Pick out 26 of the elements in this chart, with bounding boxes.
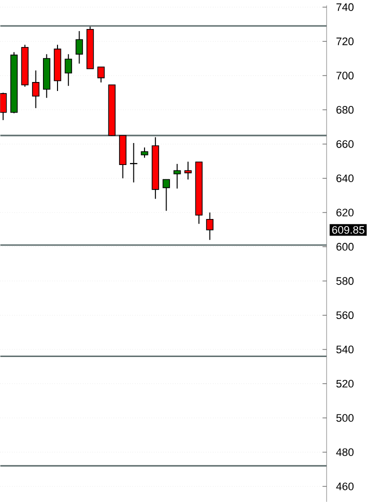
candlestick <box>140 146 148 158</box>
y-tick-label: 540 <box>336 346 354 354</box>
y-tick-label: 520 <box>336 380 354 388</box>
y-tick-label: 680 <box>336 106 354 114</box>
y-tick-label: 500 <box>336 414 354 422</box>
candlestick <box>130 142 138 183</box>
candlestick <box>162 178 170 212</box>
y-tick-label: 460 <box>336 482 354 490</box>
candlestick <box>206 212 214 240</box>
y-tick-label: 480 <box>336 448 354 456</box>
candlestick <box>76 30 84 64</box>
y-tick-label: 560 <box>336 311 354 320</box>
candlestick <box>174 163 181 190</box>
candlestick <box>32 70 40 109</box>
y-tick-label: 660 <box>336 140 354 148</box>
text: 609.85 <box>332 226 364 234</box>
y-tick-label: 720 <box>336 38 354 46</box>
candlestick <box>64 54 72 86</box>
y-tick-label: 600 <box>336 242 354 251</box>
y-tick-label: 620 <box>336 208 354 216</box>
y-tick-label: 700 <box>336 72 354 80</box>
candlestick <box>184 161 192 180</box>
y-tick-label: 740 <box>336 3 354 11</box>
y-tick-label: 580 <box>336 277 354 285</box>
y-tick-label: 640 <box>336 174 354 182</box>
candlestick <box>97 66 105 83</box>
